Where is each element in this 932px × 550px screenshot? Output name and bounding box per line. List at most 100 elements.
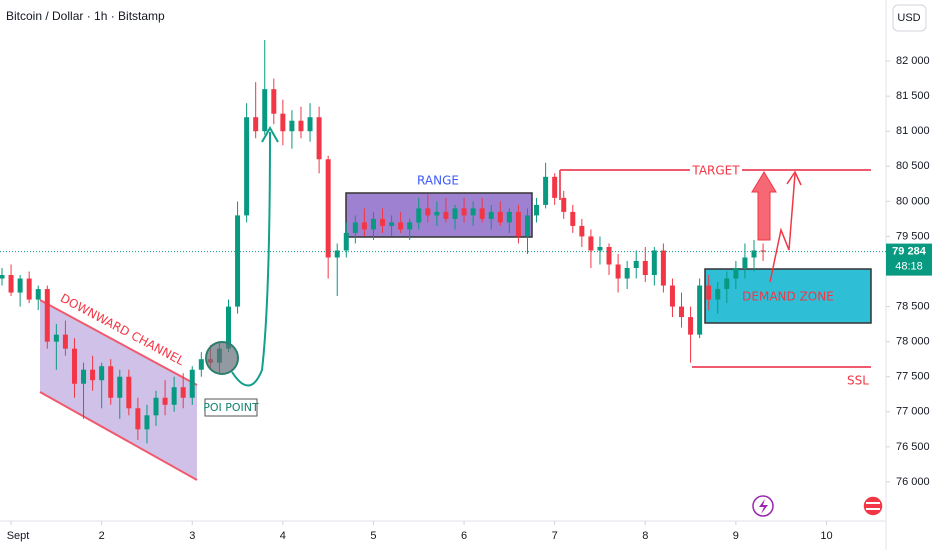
candle-body [552,176,558,198]
y-tick-label: 76 500 [896,441,930,453]
candle-body [180,387,186,398]
candles [0,40,766,444]
candle-body [198,359,204,370]
candle-body [262,89,268,132]
candle-body [434,211,440,216]
candle-body [452,208,458,219]
y-tick-label: 77 000 [896,406,930,418]
candle-body [334,250,340,258]
candle-body [144,415,150,430]
candle-body [742,257,748,269]
candle-body [71,348,77,384]
candle-body [325,159,331,258]
candle-body [62,334,68,349]
candle-body [633,260,639,269]
y-tick-label: 80 500 [896,160,930,172]
candle-body [126,376,132,409]
y-tick-label: 79 500 [896,230,930,242]
range-label: RANGE [417,174,459,188]
path-arrow [769,173,796,283]
y-tick-label: 78 500 [896,300,930,312]
candle-body [416,208,422,223]
target-label-bg [690,162,742,178]
candle-body [153,397,159,416]
currency-label[interactable]: USD [897,12,920,24]
candle-body [35,289,41,300]
candle-body [352,222,358,233]
candle-body [688,317,694,335]
candle-body [370,218,376,230]
y-tick-label: 81 500 [896,90,930,102]
y-tick-label: 78 000 [896,336,930,348]
candle-body [579,225,585,237]
candle-body [398,222,404,230]
candle-body [497,211,503,223]
flag-stripe [866,508,880,510]
candle-body [506,211,512,223]
currency-button[interactable] [892,4,927,32]
poi-circle [205,341,239,375]
candle-body [135,408,141,430]
candle-body [669,285,675,307]
candle-body [570,211,576,226]
channel-top [39,299,198,386]
candle-body [488,211,494,219]
y-tick-label: 77 500 [896,371,930,383]
x-tick-label: 7 [552,530,558,542]
candle-body [543,176,549,205]
path-arrowhead [786,170,802,186]
candle-body [461,208,467,216]
candle-body [642,260,648,276]
candle-body [588,236,594,251]
candle-body [162,397,168,405]
candle-body [697,285,703,335]
candle-body [8,275,14,293]
candle-body [99,366,105,381]
candle-body [361,222,367,230]
x-tick-label: 5 [370,530,376,542]
candle-body [479,208,485,219]
last-price-label: 79 284 [892,245,927,257]
x-tick-label: 3 [189,530,195,542]
candle-body [615,264,621,279]
candle-body [26,278,32,300]
candle-body [524,215,530,237]
candle-body [679,306,685,318]
candle-body [253,117,259,132]
candle-body [534,204,540,216]
x-tick-label: Sept [7,530,30,542]
channel-bottom [39,391,198,481]
candle-body [407,222,413,230]
candle-body [298,120,304,132]
candle-body [90,369,96,381]
candle-body [280,113,286,132]
candle-body [343,232,349,251]
candle-body [108,366,114,398]
candle-body [380,218,386,226]
target-arrow [751,171,777,241]
candle-body [515,211,521,237]
poi-label: POI POINT [203,401,259,414]
candle-body [289,120,295,132]
candle-body [470,208,476,216]
candle-body [606,246,612,265]
chart-title: Bitcoin / Dollar · 1h · Bitstamp [6,9,165,23]
flag-icon[interactable] [862,495,884,517]
candle-body [316,117,322,160]
countdown: 48:18 [895,260,923,272]
candle-body [660,250,666,286]
y-tick-label: 82 000 [896,55,930,67]
x-tick-label: 4 [280,530,286,542]
candle-body [715,289,721,300]
x-tick-label: 2 [99,530,105,542]
candle-body [443,211,449,219]
candle-body [597,246,603,251]
candle-body [117,376,123,398]
candle-body [389,222,395,226]
y-tick-label: 81 000 [896,125,930,137]
event-icon-bolt [759,499,768,514]
demand-zone-box [704,268,872,324]
x-tick-label: 9 [733,530,739,542]
y-tick-label: 76 000 [896,476,930,488]
